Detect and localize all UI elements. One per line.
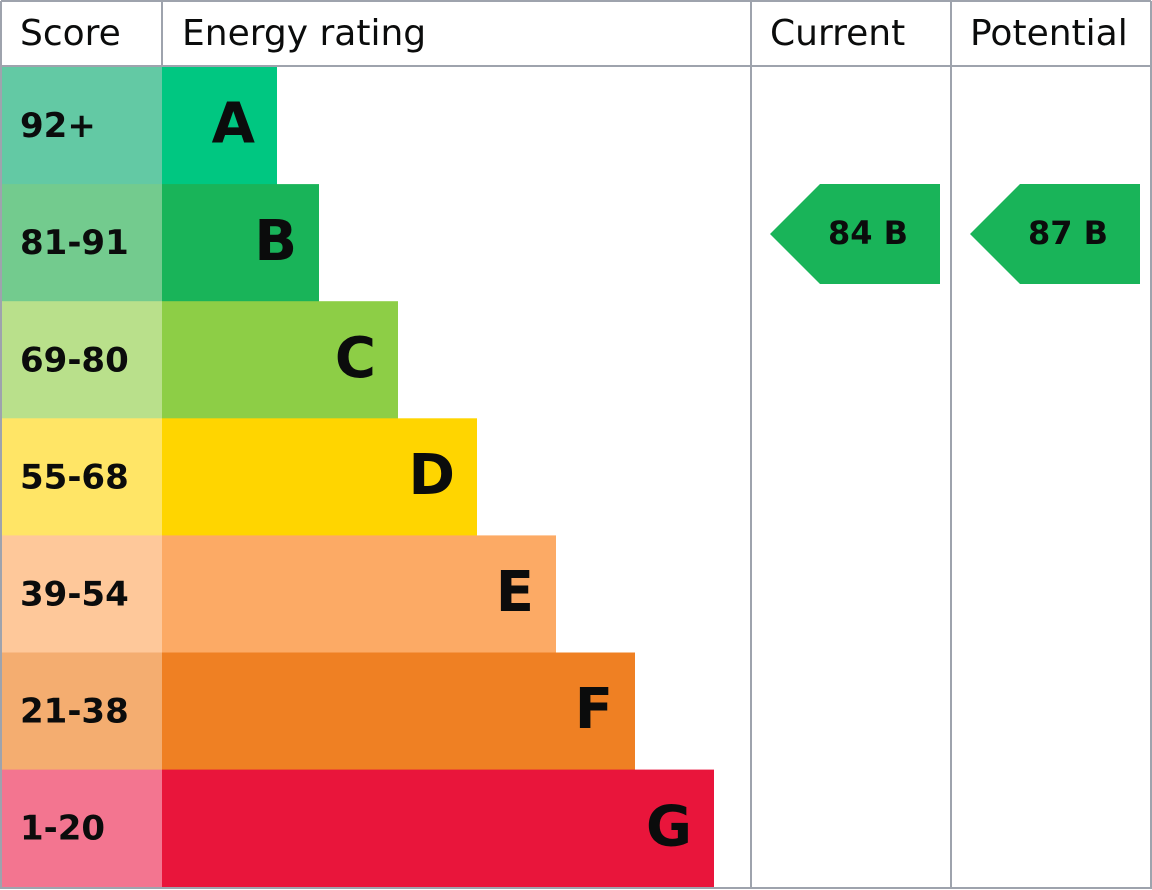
score-label: 39-54 <box>20 574 129 614</box>
score-cell <box>0 184 162 302</box>
rating-letter: B <box>254 209 297 274</box>
score-cell <box>0 301 162 419</box>
score-cell <box>0 67 162 185</box>
score-label: 81-91 <box>20 223 129 263</box>
rating-bar <box>162 184 319 302</box>
header-score: Score <box>20 13 121 54</box>
rating-bar <box>162 652 635 771</box>
potential-label: 87 B <box>1028 214 1108 252</box>
score-label: 21-38 <box>20 692 129 732</box>
rating-bar <box>162 769 714 888</box>
score-label: 92+ <box>20 106 96 146</box>
header-rating: Energy rating <box>182 13 426 54</box>
score-cell <box>0 652 162 771</box>
header-current: Current <box>770 13 905 54</box>
score-cell <box>0 535 162 653</box>
score-cell <box>0 418 162 536</box>
rating-bar <box>162 67 277 185</box>
score-cell <box>0 769 162 888</box>
score-label: 55-68 <box>20 457 129 497</box>
score-label: 1-20 <box>20 809 105 849</box>
rating-letter: D <box>409 443 455 508</box>
score-label: 69-80 <box>20 340 129 380</box>
current-arrow <box>770 184 940 284</box>
rating-letter: C <box>335 326 376 391</box>
rating-letter: E <box>496 560 534 625</box>
rating-letter: A <box>212 92 256 157</box>
header-potential: Potential <box>970 13 1128 54</box>
rating-bar <box>162 418 477 536</box>
potential-arrow <box>970 184 1140 284</box>
rating-bar <box>162 535 556 653</box>
rating-bar <box>162 301 398 419</box>
rating-letter: G <box>646 794 692 859</box>
current-label: 84 B <box>828 214 908 252</box>
rating-letter: F <box>575 677 613 742</box>
